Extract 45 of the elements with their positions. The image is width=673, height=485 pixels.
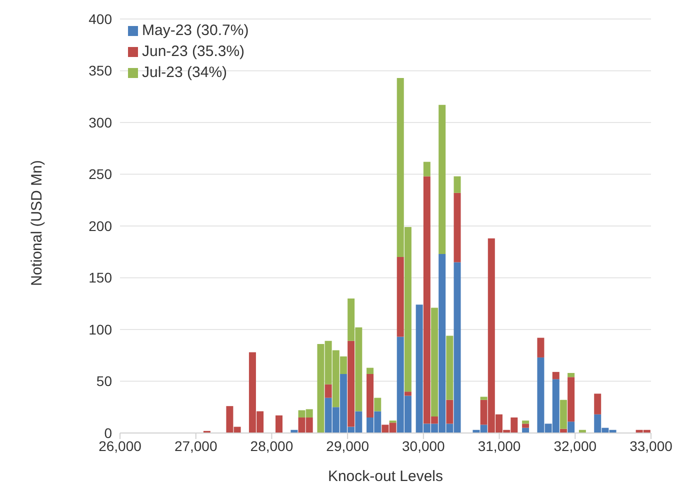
bar: [431, 308, 438, 416]
y-tick-label: 400: [88, 10, 112, 27]
y-tick-label: 200: [88, 218, 112, 234]
bar: [423, 162, 430, 176]
bar: [594, 394, 602, 414]
bar: [522, 424, 530, 428]
bar: [446, 336, 454, 400]
legend-label: Jul-23 (34%): [142, 63, 228, 83]
bar: [568, 377, 575, 422]
bar: [324, 384, 332, 398]
y-tick-label: 100: [88, 321, 112, 338]
bar: [568, 422, 575, 433]
y-tick-label: 150: [88, 270, 112, 286]
bar: [446, 400, 454, 424]
y-axis-title: Notional (USD Mn): [28, 160, 46, 286]
bar: [552, 372, 560, 380]
legend-label: May-23 (30.7%): [142, 21, 249, 41]
bar: [537, 338, 544, 358]
y-tick-label: 50: [96, 373, 112, 390]
bar: [480, 396, 488, 400]
bar: [522, 420, 530, 424]
bar: [374, 398, 382, 412]
bar: [568, 372, 575, 378]
x-tick-label: 31,000: [478, 438, 521, 454]
x-tick-label: 28,000: [250, 438, 294, 454]
bar: [366, 368, 374, 374]
bar: [404, 392, 412, 396]
y-tick-label: 250: [88, 166, 112, 182]
bar: [438, 104, 446, 254]
x-tick-label: 32,000: [554, 438, 597, 454]
bar: [348, 340, 355, 427]
bar: [454, 176, 461, 193]
x-tick-label: 30,000: [402, 438, 446, 454]
bar: [454, 192, 461, 262]
x-tick-label: 33,000: [630, 438, 673, 454]
bar: [366, 374, 374, 418]
x-axis-title: Knock-out Levels: [328, 468, 444, 485]
y-tick-label: 350: [88, 62, 112, 79]
bar: [396, 257, 404, 337]
x-tick-label: 29,000: [326, 438, 370, 454]
bar: [276, 415, 283, 433]
bar: [560, 400, 567, 429]
y-tick-label: 300: [88, 114, 112, 130]
x-tick-label: 27,000: [174, 438, 218, 454]
legend-label: Jun-23 (35.3%): [142, 42, 245, 62]
